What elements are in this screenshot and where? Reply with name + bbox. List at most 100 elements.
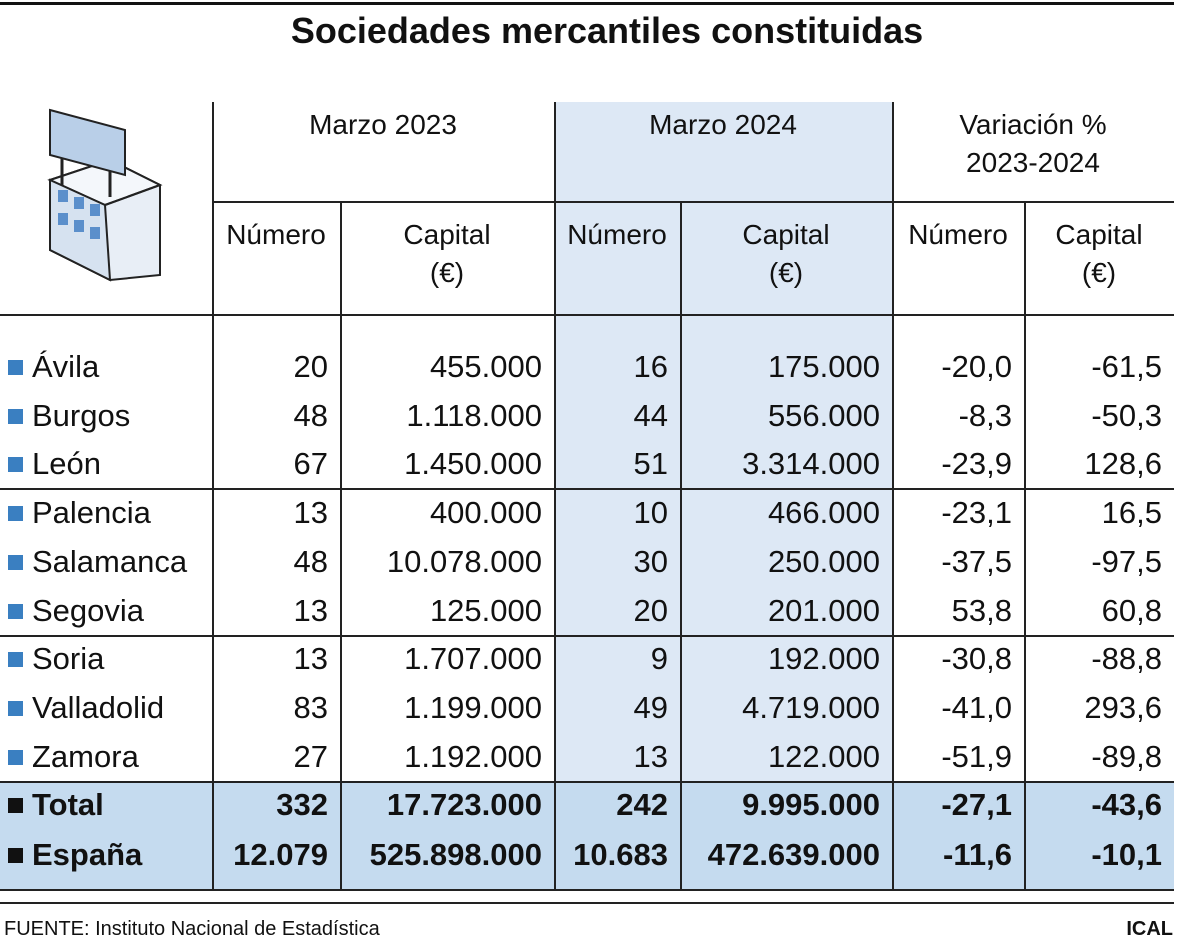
building-icon: [47, 108, 163, 282]
subheader: Número: [908, 219, 1008, 250]
cell: 17.723.000: [386, 787, 542, 822]
column-rule: [340, 202, 342, 890]
cell: 10.078.000: [386, 543, 542, 579]
row-label: Zamora: [32, 738, 139, 774]
cell: 1.199.000: [404, 689, 542, 725]
subheader: Capital (€): [1055, 219, 1143, 288]
cell: 472.639.000: [707, 836, 880, 872]
cell: 525.898.000: [369, 836, 542, 872]
cell: -23,9: [941, 446, 1012, 482]
cell: -50,3: [1091, 397, 1162, 433]
column-rule: [680, 202, 682, 890]
subheader: Número: [567, 219, 667, 250]
totals-background: [0, 782, 1174, 890]
cell: 192.000: [767, 641, 880, 677]
rule: [0, 902, 1174, 904]
cell: 20: [293, 349, 328, 384]
cell: -89,8: [1091, 738, 1162, 774]
row-marker: [8, 798, 23, 813]
column-rule: [554, 102, 556, 890]
cell: 455.000: [429, 349, 542, 384]
cell: -23,1: [941, 495, 1012, 531]
subheader: Capital (€): [742, 219, 830, 288]
cell: 16,5: [1101, 495, 1162, 531]
cell: 400.000: [429, 495, 542, 531]
cell: 250.000: [767, 543, 880, 579]
cell: 201.000: [767, 592, 880, 628]
cell: -41,0: [941, 689, 1012, 725]
source: FUENTE: Instituto Nacional de Estadístic…: [4, 918, 380, 940]
cell: 122.000: [767, 738, 880, 774]
cell: -37,5: [941, 543, 1012, 579]
rule: [0, 635, 1174, 637]
column-rule: [212, 102, 214, 890]
cell: 53,8: [951, 592, 1012, 628]
cell: 13: [633, 738, 668, 774]
row-label: Ávila: [32, 349, 100, 384]
row-marker: [8, 408, 23, 424]
cell: 128,6: [1084, 446, 1162, 482]
cell: 13: [293, 641, 328, 677]
cell: -97,5: [1091, 543, 1162, 579]
row-label: Segovia: [32, 592, 145, 628]
cell: 10.683: [573, 836, 668, 872]
rule: [212, 201, 1174, 203]
cell: -10,1: [1091, 836, 1162, 872]
row-marker: [8, 554, 23, 570]
title: Sociedades mercantiles constituidas: [290, 10, 924, 51]
cell: -30,8: [941, 641, 1012, 677]
row-label: Total: [32, 787, 104, 822]
cell: 27: [293, 738, 328, 774]
row-label: España: [32, 836, 143, 872]
highlight-2024: [554, 102, 892, 782]
cell: 175.000: [767, 349, 880, 384]
column-rule: [1024, 202, 1026, 890]
cell: 67: [293, 446, 328, 482]
row-marker: [8, 506, 23, 522]
cell: 44: [633, 397, 668, 433]
cell: -43,6: [1091, 787, 1162, 822]
cell: 466.000: [767, 495, 880, 531]
cell: 49: [633, 689, 668, 725]
cell: -51,9: [941, 738, 1012, 774]
cell: 12.079: [233, 836, 328, 872]
row-label: Palencia: [32, 495, 151, 531]
subheader: Número: [226, 219, 326, 250]
cell: 10: [633, 495, 668, 531]
cell: 83: [293, 689, 328, 725]
row-marker: [8, 457, 23, 473]
cell: 60,8: [1101, 592, 1162, 628]
cell: 9.995.000: [742, 787, 880, 822]
subheader: Capital (€): [403, 219, 491, 288]
column-group: Variación % 2023-2024: [959, 109, 1107, 178]
cell: 13: [293, 592, 328, 628]
cell: 48: [293, 397, 328, 433]
cell: 20: [633, 592, 668, 628]
rule: [0, 781, 1174, 783]
cell: 16: [633, 349, 668, 384]
cell: 556.000: [767, 397, 880, 433]
row-marker: [8, 847, 23, 863]
rule: [0, 488, 1174, 490]
cell: 1.192.000: [404, 738, 542, 774]
cell: -20,0: [941, 349, 1012, 384]
row-label: León: [32, 446, 101, 482]
cell: 1.450.000: [404, 446, 542, 482]
row-label: Soria: [32, 641, 105, 677]
cell: 3.314.000: [742, 446, 880, 482]
row-label: Burgos: [32, 397, 131, 433]
column-group: Marzo 2023: [309, 109, 457, 140]
row-marker: [8, 700, 23, 716]
rule: [0, 314, 1174, 316]
cell: 30: [633, 543, 668, 579]
rule: [0, 889, 1174, 891]
cell: 4.719.000: [742, 689, 880, 725]
cell: -88,8: [1091, 641, 1162, 677]
cell: 242: [616, 787, 668, 822]
row-marker: [8, 603, 23, 619]
column-rule: [892, 102, 894, 890]
cell: -8,3: [958, 397, 1012, 433]
top-rule: [0, 2, 1174, 5]
brand: ICAL: [1126, 918, 1173, 940]
cell: 48: [293, 543, 328, 579]
